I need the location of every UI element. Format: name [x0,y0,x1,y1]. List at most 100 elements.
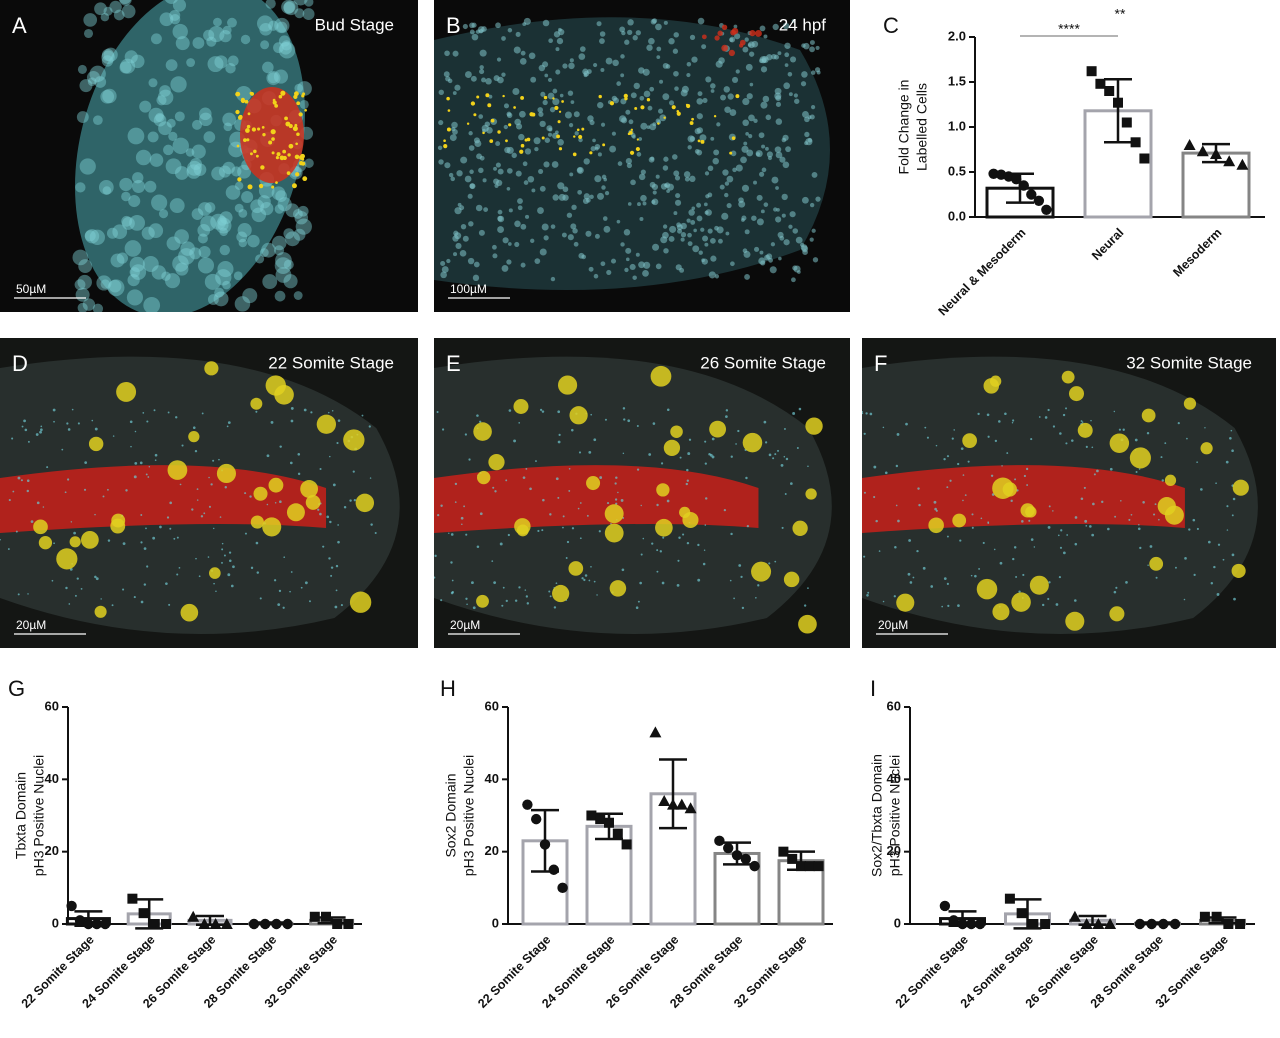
cell [588,266,594,272]
cell [232,565,235,569]
cell [176,573,179,576]
cell [615,476,618,479]
cell [260,165,265,170]
cell [525,467,528,470]
data-point [1223,155,1236,167]
cell [1128,518,1131,521]
cell [513,46,521,54]
cell [257,127,261,131]
cell [185,148,195,157]
cell [811,171,818,178]
cell [355,493,375,513]
cell [148,78,158,88]
cell [273,245,285,256]
data-point [531,813,542,825]
cell [686,73,691,78]
cell [627,202,632,206]
cell [747,43,752,47]
cell [233,271,243,281]
cell [730,261,735,267]
cell [274,103,279,108]
cell [223,122,233,132]
cell [710,255,717,262]
cell [197,202,212,216]
cell [174,166,189,180]
cell [436,411,439,414]
cell [569,172,574,177]
cell [101,55,114,67]
cell [599,31,606,37]
cell [178,566,181,569]
cell [1125,581,1128,584]
cell [642,537,645,540]
cell [507,533,510,537]
cell [506,186,511,191]
cell [475,204,483,212]
cell [470,101,476,106]
cell [1188,528,1191,531]
cell [548,38,553,44]
cell [271,186,286,201]
data-point [83,918,94,930]
cell [908,539,911,542]
cell [1033,546,1036,548]
cell [508,123,512,127]
cell [609,101,615,106]
cell [562,515,565,518]
cell [374,531,377,535]
cell [693,228,697,233]
cell [578,137,583,143]
cell [278,35,291,47]
cell [520,223,527,230]
y-tick-label: 40 [887,771,901,786]
cell [144,180,157,193]
cell [113,9,125,21]
cell [270,420,274,424]
cell [757,584,760,587]
cell [559,93,564,98]
cell [617,161,623,166]
cell [571,204,577,210]
cell [775,101,781,108]
cell [132,179,146,193]
cell [1107,527,1110,531]
cell [219,516,222,518]
cell [75,287,90,302]
cell [271,137,275,141]
cell [84,461,88,464]
cell [1021,520,1024,523]
cell [662,224,668,229]
cell [471,581,474,585]
cell [122,542,126,546]
cell [765,114,772,121]
cell [596,21,602,27]
data-point [649,726,662,738]
data-point [778,846,789,857]
cell [569,58,574,63]
cell [109,0,122,14]
cell [260,201,274,216]
cell [673,170,680,177]
cell [638,137,643,141]
bar [649,792,697,926]
cell [1200,442,1213,455]
cell [329,455,331,458]
cell [1047,597,1050,601]
cell [669,225,677,233]
cell [637,202,641,207]
cell [976,578,998,600]
cell [1141,408,1156,423]
cell [467,193,473,199]
cell [213,527,215,530]
cell [583,578,586,582]
cell [127,273,140,287]
cell [297,452,301,456]
cell [438,120,444,126]
cell [630,92,637,99]
cell [226,425,229,428]
cell [636,138,639,141]
cell [651,199,656,205]
cell [93,115,103,126]
cell [586,476,601,491]
